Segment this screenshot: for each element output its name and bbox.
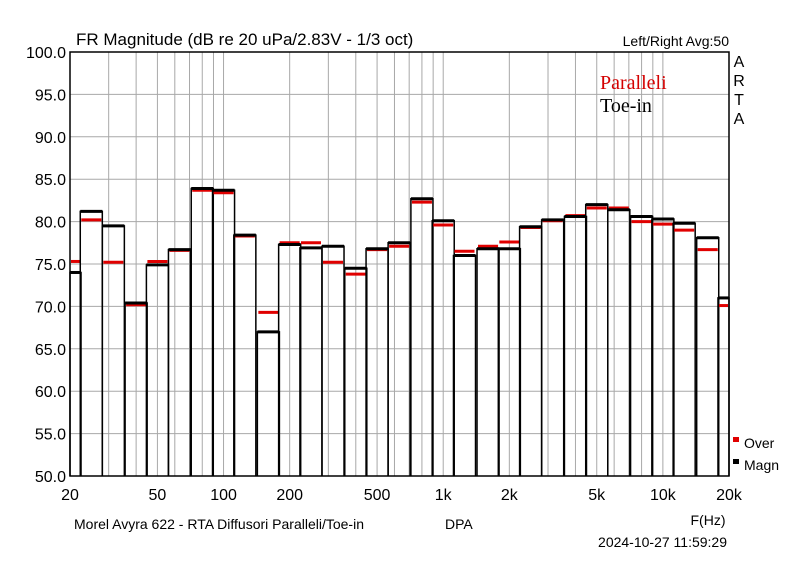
magn-bar-outline <box>672 222 696 476</box>
magn-bar-outline <box>79 210 104 476</box>
x-tick-label: 500 <box>364 487 391 504</box>
magn-bar-outline <box>452 254 477 476</box>
bars <box>69 187 730 476</box>
magn-bar-outline <box>717 297 730 476</box>
y-tick-label: 90.0 <box>35 130 66 147</box>
arta-letter: A <box>734 54 745 71</box>
y-tick-label: 75.0 <box>35 257 66 274</box>
tick-labels: 100.0 95.0 90.0 85.0 80.0 75.0 70.0 65.0 60.0 55.… <box>26 45 743 504</box>
x-tick-label: 20k <box>716 487 743 504</box>
footer-dpa: DPA <box>445 516 473 532</box>
y-tick-label: 95.0 <box>35 87 66 104</box>
arta-letter: R <box>733 73 745 90</box>
x-axis-label: F(Hz) <box>691 512 726 528</box>
x-tick-label: 10k <box>650 487 677 504</box>
y-tick-label: 60.0 <box>35 384 66 401</box>
footer-caption: Morel Avyra 622 - RTA Diffusori Parallel… <box>74 516 364 532</box>
magn-bar-outline <box>69 271 82 476</box>
chart-title: FR Magnitude (dB re 20 uPa/2.83V - 1/3 o… <box>76 30 413 49</box>
legend-label: Magn <box>744 457 779 473</box>
x-tick-label: 200 <box>276 487 303 504</box>
magn-bar-outline <box>695 236 720 476</box>
x-tick-label: 5k <box>588 487 606 504</box>
magn-bar-outline <box>233 234 257 476</box>
legend-label: Over <box>744 435 775 451</box>
magn-bar-outline <box>299 247 323 476</box>
top-right-label: Left/Right Avg:50 <box>623 33 730 49</box>
y-tick-label: 55.0 <box>35 427 66 444</box>
magn-bar-outline <box>387 242 411 476</box>
arta-letter: T <box>734 92 744 109</box>
y-tick-label: 85.0 <box>35 172 66 189</box>
x-tick-label: 100 <box>210 487 237 504</box>
magn-bar-outline <box>607 208 631 476</box>
x-tick-label: 1k <box>435 487 453 504</box>
legend-swatch <box>733 437 739 442</box>
y-tick-label: 70.0 <box>35 299 66 316</box>
x-tick-label: 20 <box>61 487 79 504</box>
y-tick-label: 50.0 <box>35 469 66 486</box>
magn-bar-outline <box>167 248 192 476</box>
inner-legend-item: Toe-in <box>600 95 652 117</box>
y-tick-label: 80.0 <box>35 215 66 232</box>
y-tick-label: 65.0 <box>35 342 66 359</box>
magn-bar-outline <box>256 331 281 476</box>
x-tick-label: 50 <box>149 487 167 504</box>
y-tick-label: 100.0 <box>26 45 66 62</box>
magn-bar-outline <box>540 219 565 476</box>
legend: Over Magn <box>733 435 779 473</box>
footer-timestamp: 2024-10-27 11:59:29 <box>598 534 727 550</box>
magn-bar-outline <box>321 245 345 476</box>
magn-bar-outline <box>476 247 500 476</box>
plot-frame <box>69 51 730 477</box>
legend-swatch <box>733 459 739 464</box>
x-tick-label: 2k <box>501 487 519 504</box>
inner-legend-item: Paralleli <box>600 72 667 94</box>
arta-letter: A <box>734 111 745 128</box>
